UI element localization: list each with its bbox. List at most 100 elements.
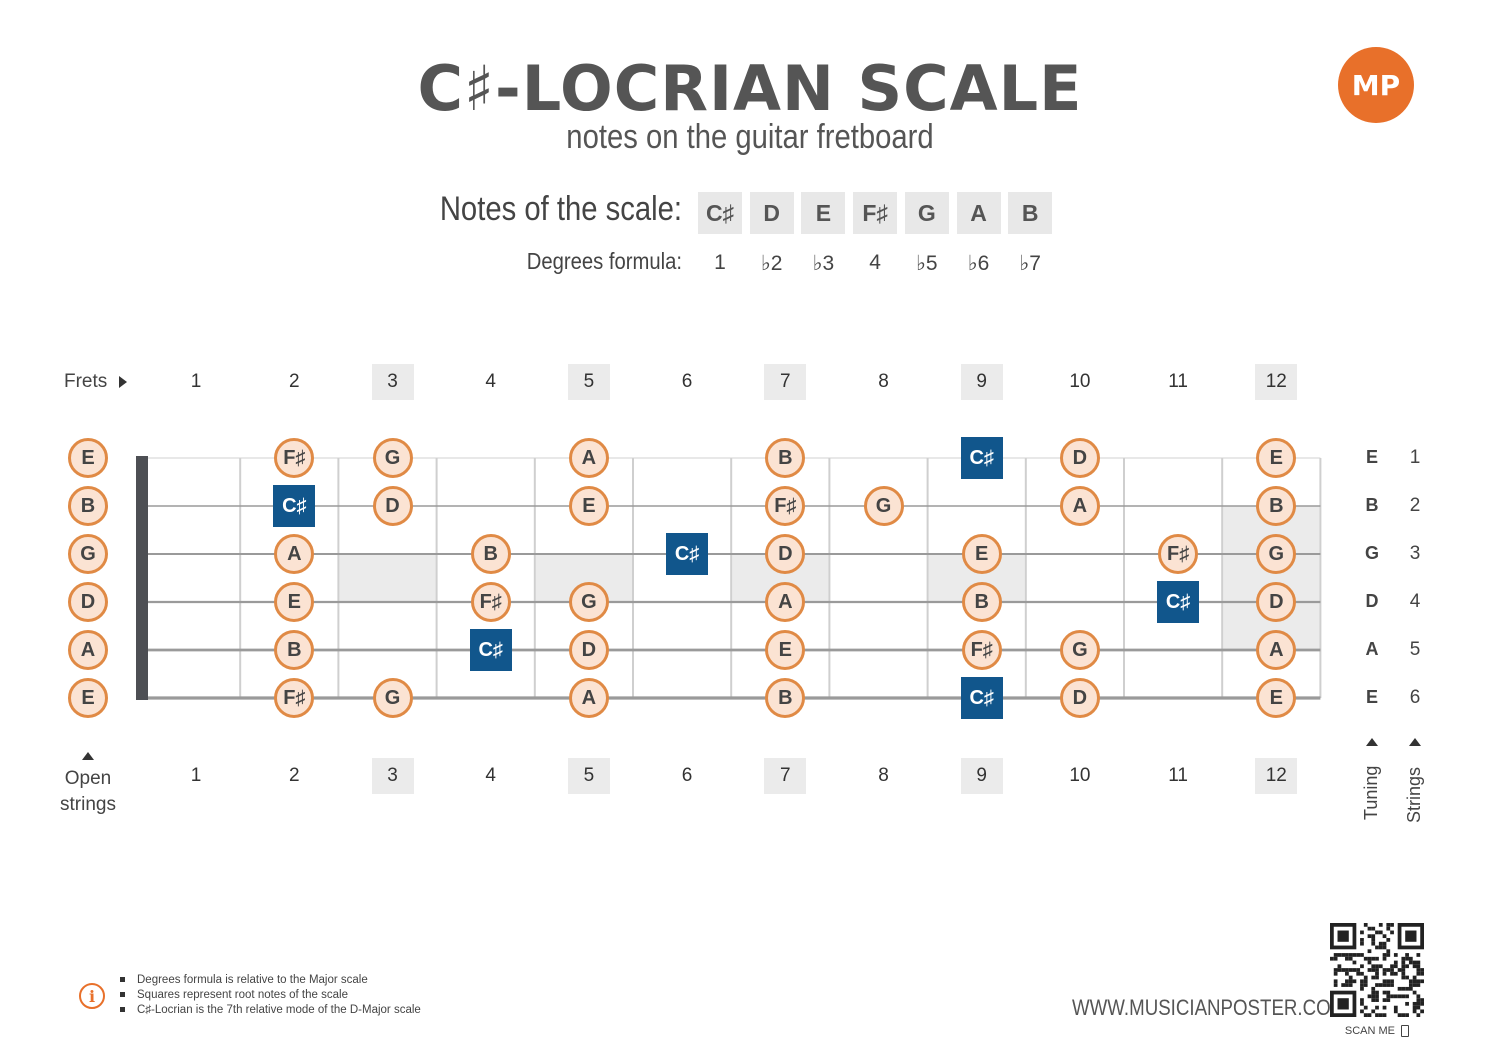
qr-module xyxy=(1405,975,1409,980)
qr-module xyxy=(1371,926,1376,931)
open-label-line1: Open xyxy=(64,768,112,789)
qr-module xyxy=(1352,968,1357,972)
fret-number: 8 xyxy=(878,765,889,786)
qr-module xyxy=(1378,930,1383,935)
fret-number: 6 xyxy=(681,371,693,392)
qr-module xyxy=(1408,960,1413,965)
qr-module xyxy=(1382,998,1387,1002)
qr-module xyxy=(1367,934,1372,939)
qr-module xyxy=(1386,953,1391,957)
qr-module xyxy=(1412,983,1417,987)
fret-number: 3 xyxy=(371,364,414,400)
qr-module xyxy=(1375,945,1379,950)
qr-module xyxy=(1363,1005,1368,1010)
open-string-note: B xyxy=(68,486,108,526)
qr-module xyxy=(1371,956,1376,961)
qr-module xyxy=(1371,938,1376,942)
qr-module xyxy=(1363,979,1368,984)
qr-module xyxy=(1416,971,1421,976)
fret-number: 2 xyxy=(289,765,300,786)
qr-module xyxy=(1341,968,1346,972)
tuning-note: E xyxy=(1365,687,1378,707)
page-title: C♯-LOCRIAN SCALE xyxy=(417,52,1083,125)
qr-module xyxy=(1390,930,1394,935)
qr-code[interactable] xyxy=(1330,923,1424,1017)
qr-module xyxy=(1401,968,1406,972)
qr-module xyxy=(1375,1005,1379,1010)
qr-module xyxy=(1405,1013,1409,1017)
qr-module xyxy=(1360,953,1364,957)
fret-number: 5 xyxy=(567,758,610,794)
fret-number: 7 xyxy=(764,758,807,794)
fret-number: 9 xyxy=(960,758,1003,794)
qr-module xyxy=(1416,983,1421,987)
tuning-note: E xyxy=(1365,447,1378,467)
qr-module xyxy=(1375,971,1379,976)
qr-module xyxy=(1360,941,1364,946)
note-circle: D xyxy=(765,534,806,574)
scale-note-box: G xyxy=(904,192,949,234)
scale-degree: ♭3 xyxy=(812,252,835,275)
note-circle: B xyxy=(1256,486,1297,526)
note-circle: E xyxy=(961,534,1002,574)
qr-module xyxy=(1345,971,1349,976)
tuning-note: D xyxy=(1365,591,1379,611)
tuning-label: Tuning xyxy=(1361,765,1381,820)
qr-module xyxy=(1345,953,1349,957)
scale-degree: 4 xyxy=(869,251,881,274)
frets-label: Frets xyxy=(64,371,127,393)
qr-module xyxy=(1397,986,1402,991)
root-note-square: C♯ xyxy=(273,485,316,527)
fret-number: 10 xyxy=(1069,371,1091,392)
qr-module xyxy=(1386,926,1391,931)
fret-number: 7 xyxy=(764,364,807,400)
open-string-note: G xyxy=(68,534,108,574)
qr-module xyxy=(1405,1001,1409,1006)
arrow-up-icon xyxy=(1409,738,1421,746)
note-circle: G xyxy=(568,582,609,622)
scale-note-box: C♯ xyxy=(698,192,742,234)
qr-module xyxy=(1367,960,1372,965)
qr-module xyxy=(1360,964,1364,969)
qr-module xyxy=(1348,975,1353,980)
fret-number: 1 xyxy=(190,371,202,392)
qr-module xyxy=(1397,994,1402,999)
qr-module xyxy=(1393,953,1398,957)
qr-module xyxy=(1401,994,1406,999)
qr-module xyxy=(1341,983,1346,987)
scale-degree: ♭7 xyxy=(1019,252,1041,275)
strings-label: Strings xyxy=(1404,766,1424,823)
qr-module xyxy=(1382,983,1387,987)
qr-module xyxy=(1348,953,1353,957)
info-line: C♯-Locrian is the 7th relative mode of t… xyxy=(120,1004,421,1016)
qr-module xyxy=(1333,983,1338,987)
root-note-square: C♯ xyxy=(1157,581,1200,623)
qr-module xyxy=(1382,979,1387,984)
qr-module xyxy=(1390,983,1394,987)
qr-module xyxy=(1416,1005,1421,1010)
arrow-up-icon xyxy=(82,752,94,760)
qr-module xyxy=(1345,956,1349,961)
qr-module xyxy=(1345,979,1349,984)
qr-module xyxy=(1416,1001,1421,1006)
fret-number: 4 xyxy=(485,765,496,786)
qr-module xyxy=(1333,971,1338,976)
qr-module xyxy=(1352,979,1357,984)
qr-module xyxy=(1352,960,1357,965)
qr-module xyxy=(1367,949,1372,954)
note-circle: A xyxy=(568,678,609,718)
note-circle: G xyxy=(1059,630,1100,670)
qr-module xyxy=(1401,956,1406,961)
qr-module xyxy=(1390,923,1394,927)
qr-module xyxy=(1405,964,1409,969)
qr-module xyxy=(1420,998,1424,1002)
qr-module xyxy=(1360,1001,1364,1006)
tuning-note: A xyxy=(1365,639,1379,659)
qr-module xyxy=(1382,934,1387,939)
fret-number: 4 xyxy=(485,371,496,392)
website-link[interactable]: WWW.MUSICIANPOSTER.COM xyxy=(1072,995,1347,1020)
arrow-up-icon xyxy=(1366,738,1378,746)
qr-module xyxy=(1390,968,1394,972)
note-circle: F♯ xyxy=(274,438,315,478)
qr-module xyxy=(1408,956,1413,961)
